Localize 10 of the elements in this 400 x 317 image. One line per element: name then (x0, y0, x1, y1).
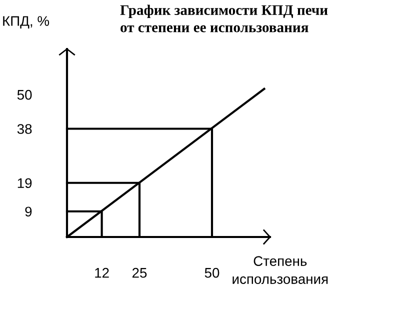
y-axis-title: КПД, % (3, 16, 50, 29)
chart-title: График зависимости КПД печи от степени ее использования (120, 4, 328, 32)
x-tick-label: 12 (95, 268, 109, 278)
x-tick-label: 25 (132, 268, 147, 278)
x-tick-label: 50 (204, 268, 220, 278)
y-tick-label: 38 (17, 124, 32, 134)
y-tick-label: 50 (17, 90, 32, 100)
y-tick-label: 19 (18, 178, 32, 188)
x-axis-title: Степень использования (232, 256, 328, 284)
y-tick-label: 9 (25, 206, 32, 217)
